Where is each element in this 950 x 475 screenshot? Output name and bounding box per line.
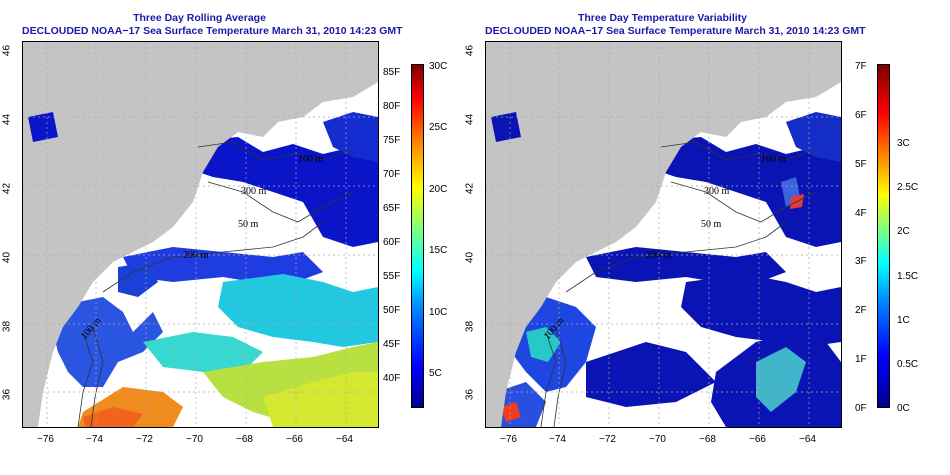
colorbar-c-tick-label: 2C <box>897 226 910 238</box>
left-map-title: Three Day Rolling Average <box>133 12 266 24</box>
y-tick-label: 40 <box>464 251 476 264</box>
colorbar-f-tick-label: 0F <box>855 403 867 414</box>
y-tick-label: 46 <box>464 44 476 57</box>
y-tick-label: 40 <box>1 251 13 264</box>
colorbar-c-tick-label: 1C <box>897 314 910 326</box>
colorbar-f-tick-label: 5F <box>855 158 867 170</box>
colorbar-f-tick-label: 55F <box>383 271 401 282</box>
ocean-sst-field <box>53 112 378 427</box>
colorbar-f-tick-label: 40F <box>383 373 401 384</box>
bathymetry-contours <box>540 141 817 427</box>
contour-label: 300 m <box>704 186 730 197</box>
colorbar-f-tick-label: 3F <box>855 256 867 268</box>
y-tick-label: 38 <box>464 320 476 333</box>
colorbar-c-tick-label: 30C <box>429 61 448 72</box>
x-tick-label: −76 <box>37 434 54 445</box>
bathymetry-contours <box>77 141 354 427</box>
x-tick-label: −72 <box>136 434 153 445</box>
colorbar-f-tick-label: 4F <box>855 207 867 219</box>
land-mass <box>486 42 841 427</box>
colorbar-f-tick-label: 70F <box>383 169 401 180</box>
x-tick-label: −70 <box>186 434 203 445</box>
x-tick-label: −74 <box>549 434 566 445</box>
colorbar-f-tick-label: 65F <box>383 203 401 214</box>
x-tick-label: −64 <box>336 434 353 445</box>
colorbar-c-tick-label: 25C <box>429 122 448 134</box>
y-tick-label: 36 <box>464 388 476 401</box>
contour-label: 100 m <box>298 154 324 165</box>
colorbar-f-tick-label: 7F <box>855 61 867 72</box>
x-tick-label: −66 <box>286 434 303 445</box>
right-sst-variability-map: 100 m 200 m 50 m 100 m 300 m <box>485 41 842 428</box>
colorbar-c-tick-label: 15C <box>429 245 448 257</box>
x-tick-label: −74 <box>86 434 103 445</box>
land-mass <box>23 42 378 427</box>
colorbar-f-tick-label: 85F <box>383 67 401 78</box>
colorbar-f-tick-label: 1F <box>855 354 867 366</box>
contour-label: 300 m <box>241 186 267 197</box>
x-tick-label: −66 <box>749 434 766 445</box>
colorbar-c-tick-label: 5C <box>429 368 442 379</box>
ocean-variability-field <box>494 112 841 427</box>
y-tick-label: 38 <box>1 320 13 333</box>
colorbar-f-tick-label: 75F <box>383 135 401 146</box>
contour-label: 200 m <box>183 250 209 261</box>
colorbar-f-tick-label: 2F <box>855 305 867 317</box>
contour-label: 50 m <box>701 219 722 230</box>
contour-label: 200 m <box>646 250 672 261</box>
left-sst-map: 100 m 200 m 50 m 100 m 300 m <box>22 41 379 428</box>
right-map-subtitle: DECLOUDED NOAA−17 Sea Surface Temperatur… <box>485 25 866 37</box>
x-tick-label: −72 <box>599 434 616 445</box>
colorbar-f-tick-label: 45F <box>383 339 401 350</box>
contour-label: 50 m <box>238 219 259 230</box>
left-map-subtitle: DECLOUDED NOAA−17 Sea Surface Temperatur… <box>22 25 403 37</box>
y-tick-label: 44 <box>464 113 476 126</box>
left-colorbar <box>411 64 424 408</box>
x-tick-label: −70 <box>649 434 666 445</box>
colorbar-f-tick-label: 6F <box>855 109 867 121</box>
map-gridlines <box>486 42 841 427</box>
colorbar-c-tick-label: 0.5C <box>897 358 919 370</box>
y-tick-label: 36 <box>1 388 13 401</box>
colorbar-c-tick-label: 0C <box>897 403 910 414</box>
colorbar-c-tick-label: 10C <box>429 306 448 318</box>
colorbar-c-tick-label: 2.5C <box>897 182 919 194</box>
colorbar-f-tick-label: 60F <box>383 237 401 248</box>
colorbar-f-tick-label: 80F <box>383 101 401 112</box>
colorbar-c-tick-label: 1.5C <box>897 270 919 282</box>
right-colorbar <box>877 64 890 408</box>
colorbar-c-tick-label: 20C <box>429 183 448 195</box>
y-tick-label: 46 <box>1 44 13 57</box>
x-tick-label: −68 <box>699 434 716 445</box>
y-tick-label: 42 <box>464 182 476 195</box>
colorbar-c-tick-label: 3C <box>897 138 910 149</box>
y-tick-label: 44 <box>1 113 13 126</box>
contour-label: 100 m <box>761 154 787 165</box>
x-tick-label: −64 <box>799 434 816 445</box>
x-tick-label: −68 <box>236 434 253 445</box>
right-map-title: Three Day Temperature Variability <box>577 12 748 24</box>
x-tick-label: −76 <box>500 434 517 445</box>
colorbar-f-tick-label: 50F <box>383 305 401 316</box>
map-gridlines <box>23 42 378 427</box>
y-tick-label: 42 <box>1 182 13 195</box>
